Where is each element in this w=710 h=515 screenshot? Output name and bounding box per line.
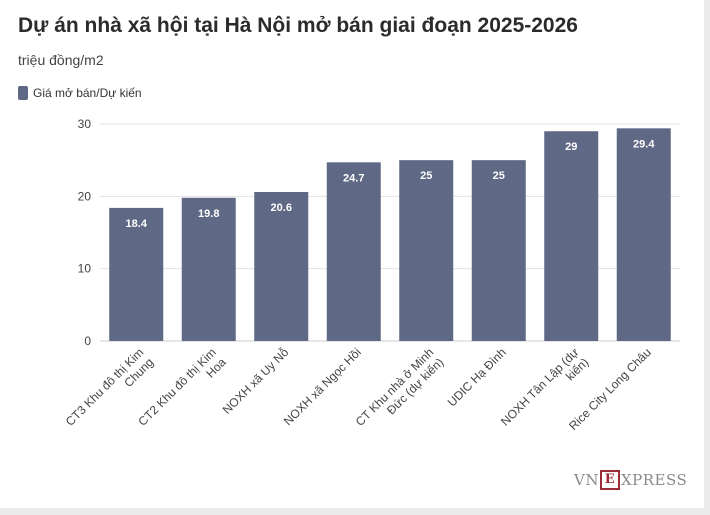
data-label: 29 <box>565 141 577 153</box>
x-tick-label: CT Khu nhà ở MinhĐức (dự kiến) <box>353 345 447 439</box>
logo-mark: E <box>599 470 620 490</box>
bar <box>471 160 526 341</box>
x-tick-label-line: UDIC Hạ Đình <box>445 345 509 409</box>
data-label: 25 <box>420 170 432 182</box>
y-tick-label: 10 <box>78 262 92 276</box>
data-label: 24.7 <box>343 172 364 184</box>
bar <box>326 162 381 341</box>
y-tick-label: 20 <box>78 189 92 203</box>
data-label: 19.8 <box>198 208 219 220</box>
x-tick-label-line: NOXH xã Uy Nỗ <box>219 344 292 417</box>
x-tick-label: UDIC Hạ Đình <box>445 345 509 409</box>
chart-subtitle: triệu đồng/m2 <box>18 52 104 68</box>
logo-text-left: VN <box>574 471 599 489</box>
x-tick-label: NOXH xã Ngọc Hồi <box>281 345 364 428</box>
bar <box>616 128 671 341</box>
legend-label: Giá mở bán/Dự kiến <box>33 86 142 100</box>
data-label: 25 <box>493 170 505 182</box>
data-label: 20.6 <box>271 202 292 214</box>
chart-card: Dự án nhà xã hội tại Hà Nội mở bán giai … <box>0 0 704 508</box>
data-label: 29.4 <box>633 138 655 150</box>
y-tick-label: 30 <box>78 117 92 131</box>
vnexpress-logo: VN E XPRESS <box>574 470 687 490</box>
x-tick-label-line: NOXH Tân Lập (dự <box>498 345 581 428</box>
logo-text-right: XPRESS <box>620 471 688 489</box>
data-label: 18.4 <box>126 218 148 230</box>
legend: Giá mở bán/Dự kiến <box>18 86 142 100</box>
x-tick-label: NOXH xã Uy Nỗ <box>219 344 292 417</box>
bar <box>109 207 164 341</box>
bar <box>399 160 454 341</box>
y-tick-label: 0 <box>84 334 91 348</box>
x-tick-label-line: NOXH xã Ngọc Hồi <box>281 345 364 428</box>
legend-swatch <box>18 86 28 100</box>
bar <box>181 197 236 341</box>
bar <box>254 191 309 341</box>
chart-title: Dự án nhà xã hội tại Hà Nội mở bán giai … <box>18 14 578 37</box>
bar <box>544 131 599 341</box>
